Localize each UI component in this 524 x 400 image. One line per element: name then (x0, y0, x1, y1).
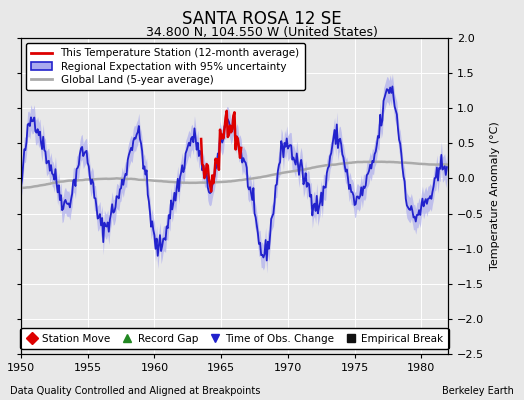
Text: 34.800 N, 104.550 W (United States): 34.800 N, 104.550 W (United States) (146, 26, 378, 39)
Text: SANTA ROSA 12 SE: SANTA ROSA 12 SE (182, 10, 342, 28)
Text: Berkeley Earth: Berkeley Earth (442, 386, 514, 396)
Y-axis label: Temperature Anomaly (°C): Temperature Anomaly (°C) (490, 122, 500, 270)
Legend: Station Move, Record Gap, Time of Obs. Change, Empirical Break: Station Move, Record Gap, Time of Obs. C… (20, 328, 449, 349)
Text: Data Quality Controlled and Aligned at Breakpoints: Data Quality Controlled and Aligned at B… (10, 386, 261, 396)
